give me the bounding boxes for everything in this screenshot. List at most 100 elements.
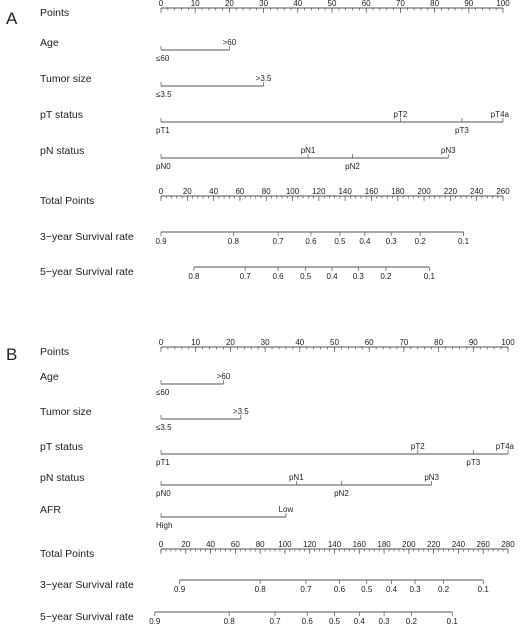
tick-label: 240 [470, 187, 484, 196]
category-label-pn2: pN2 [345, 162, 360, 171]
tick-label: 80 [256, 540, 265, 549]
tick-label: 80 [262, 187, 271, 196]
row-label: Points [40, 346, 69, 358]
category-label-pt2: pT2 [411, 442, 425, 451]
rate-label: 0.5 [334, 237, 346, 246]
rate-label: 0.8 [224, 617, 236, 625]
rate-label: 0.3 [353, 272, 365, 281]
rate-label: 0.6 [302, 617, 314, 625]
row-label: Age [40, 371, 59, 383]
row-total-points: Total Points 0 20 40 60 80 100 120 140 160 180 200 2… [40, 187, 510, 207]
category-label-60: >60 [223, 38, 237, 47]
tick-label: 40 [295, 338, 304, 347]
tick-label: 0 [159, 0, 164, 8]
rate-label: 0.1 [458, 237, 470, 246]
category-label-pt4a: pT4a [496, 442, 515, 451]
row-label: Tumor size [40, 406, 92, 418]
tick-label: 240 [452, 540, 466, 549]
category-label-pn1: pN1 [301, 146, 316, 155]
tick-label: 80 [434, 338, 443, 347]
category-label-pt2: pT2 [394, 110, 408, 119]
row-label: pT status [40, 441, 83, 453]
tick-label: 90 [469, 338, 478, 347]
tick-label: 10 [191, 338, 200, 347]
row-label: 5−year Survival rate [40, 611, 134, 623]
row-label: 5−year Survival rate [40, 266, 134, 278]
row-label: pN status [40, 145, 84, 157]
rate-label: 0.8 [255, 585, 267, 594]
tick-label: 10 [191, 0, 200, 8]
tick-label: 140 [338, 187, 352, 196]
category-label-pn3: pN3 [441, 146, 456, 155]
category-label-pt4a: pT4a [491, 110, 510, 119]
tick-label: 200 [417, 187, 431, 196]
row-points: Points 0 10 20 30 40 50 60 70 80 90 100 [40, 0, 510, 19]
tick-label: 70 [396, 0, 405, 8]
rate-label: 0.4 [326, 272, 338, 281]
tick-label: 60 [235, 187, 244, 196]
row-tumor-size: Tumor size ≤3.5 >3.5 [40, 73, 272, 99]
tick-label: 280 [501, 540, 515, 549]
tick-label: 50 [328, 0, 337, 8]
tick-label: 0 [159, 540, 164, 549]
row-label: pN status [40, 472, 84, 484]
rate-label: 0.8 [228, 237, 240, 246]
rate-label: 0.5 [329, 617, 341, 625]
row-afr: AFR High Low [40, 504, 293, 530]
tick-label: 160 [365, 187, 379, 196]
tick-label: 260 [477, 540, 491, 549]
nomogram-panel-a: A Points 0 10 20 30 40 50 60 70 80 90 100 Age ≤60 >60 Tu… [6, 0, 510, 281]
row-label: Age [40, 37, 59, 49]
rate-label: 0.8 [188, 272, 200, 281]
tick-label: 100 [278, 540, 292, 549]
tick-label: 120 [303, 540, 317, 549]
row-total-points: Total Points 0 20 40 60 80 100 120 140 160 180 200 2… [40, 540, 515, 560]
category-label-low: Low [279, 505, 294, 514]
rate-label: 0.9 [155, 237, 167, 246]
rate-label: 0.1 [447, 617, 459, 625]
row-pt-status: pT status pT1 pT2 pT3 pT4a [40, 109, 510, 135]
rate-label: 0.2 [438, 585, 450, 594]
category-label-high: High [156, 521, 172, 530]
rate-label: 0.3 [386, 237, 398, 246]
rate-label: 0.4 [359, 237, 371, 246]
tick-label: 30 [259, 0, 268, 8]
category-label-pn1: pN1 [289, 473, 304, 482]
tick-label: 20 [226, 338, 235, 347]
category-label-60: ≤60 [156, 388, 170, 397]
tick-label: 220 [444, 187, 458, 196]
category-label-pn2: pN2 [334, 489, 349, 498]
rate-label: 0.7 [300, 585, 312, 594]
rate-label: 0.3 [409, 585, 421, 594]
rate-label: 0.6 [305, 237, 317, 246]
rate-label: 0.3 [379, 617, 391, 625]
tick-label: 70 [399, 338, 408, 347]
category-label-60: >60 [217, 372, 231, 381]
row-pn-status: pN status pN0 pN1 pN2 pN3 [40, 145, 456, 171]
tick-label: 160 [353, 540, 367, 549]
category-label-60: ≤60 [156, 54, 170, 63]
row-pn-status: pN status pN0 pN1 pN2 pN3 [40, 472, 440, 498]
row-label: 3−year Survival rate [40, 579, 134, 591]
rate-label: 0.7 [273, 237, 285, 246]
category-label-3-5: >3.5 [233, 407, 249, 416]
tick-label: 120 [312, 187, 326, 196]
category-label-3-5: >3.5 [256, 74, 272, 83]
rate-label: 0.4 [354, 617, 366, 625]
row-age: Age ≤60 >60 [40, 37, 237, 63]
tick-label: 140 [328, 540, 342, 549]
rate-label: 0.2 [415, 237, 427, 246]
tick-label: 0 [159, 338, 164, 347]
tick-label: 40 [206, 540, 215, 549]
row-3-year-survival-rate: 3−year Survival rate 0.9 0.8 0.7 0.6 0.5 0.4 0.… [40, 231, 470, 246]
category-label-pt1: pT1 [156, 458, 170, 467]
category-label-pt1: pT1 [156, 126, 170, 135]
row-label: pT status [40, 109, 83, 121]
row-tumor-size: Tumor size ≤3.5 >3.5 [40, 406, 249, 432]
row-label: AFR [40, 504, 61, 516]
row-label: Total Points [40, 548, 94, 560]
category-label-pt3: pT3 [466, 458, 480, 467]
tick-label: 200 [402, 540, 416, 549]
tick-label: 20 [183, 187, 192, 196]
